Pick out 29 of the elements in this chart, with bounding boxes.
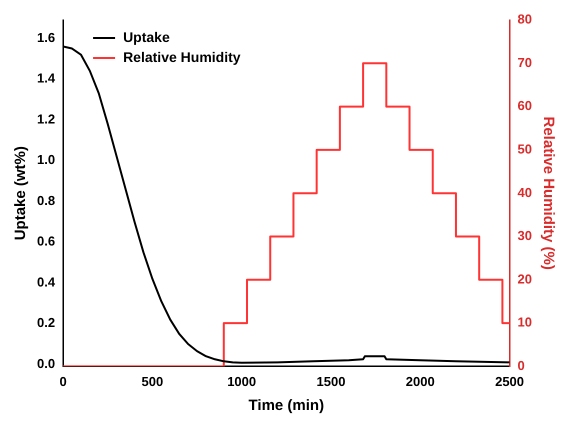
x-tick-label: 2000 bbox=[406, 374, 435, 389]
y2-tick-label: 40 bbox=[518, 184, 532, 200]
y-tick-label: 1.2 bbox=[36, 111, 56, 126]
y2-tick-label: 10 bbox=[518, 314, 532, 330]
y2-tick-label: 80 bbox=[518, 12, 532, 27]
y-tick-label: 0.6 bbox=[36, 234, 56, 249]
legend-label: Relative Humidity bbox=[123, 48, 241, 65]
y-tick-label: 1.6 bbox=[36, 30, 56, 45]
y2-tick-label: 30 bbox=[518, 228, 532, 244]
y2-tick-label: 0 bbox=[518, 358, 525, 373]
y-tick-label: 0.4 bbox=[36, 274, 56, 290]
x-tick-label: 500 bbox=[142, 374, 164, 389]
y2-tick-label: 60 bbox=[518, 98, 532, 114]
y-tick-label: 1.0 bbox=[36, 152, 56, 168]
legend-label: Uptake bbox=[123, 28, 170, 45]
x-tick-label: 1500 bbox=[316, 374, 346, 389]
y-axis-title: Uptake (wt%) bbox=[12, 146, 30, 240]
y2-tick-label: 20 bbox=[518, 271, 532, 286]
y2-tick-label: 70 bbox=[518, 54, 532, 70]
y-tick-label: 0.8 bbox=[36, 192, 56, 208]
x-tick-label: 0 bbox=[59, 374, 67, 389]
y2-axis-title: Relative Humidity (%) bbox=[540, 116, 557, 270]
x-tick-label: 1000 bbox=[227, 374, 256, 389]
y2-tick-label: 50 bbox=[518, 141, 532, 156]
x-tick-label: 2500 bbox=[495, 374, 524, 389]
y-tick-label: 0.2 bbox=[36, 315, 56, 330]
x-axis-title: Time (min) bbox=[248, 397, 324, 414]
y-tick-label: 0.0 bbox=[36, 356, 56, 371]
y-tick-label: 1.4 bbox=[36, 70, 56, 86]
